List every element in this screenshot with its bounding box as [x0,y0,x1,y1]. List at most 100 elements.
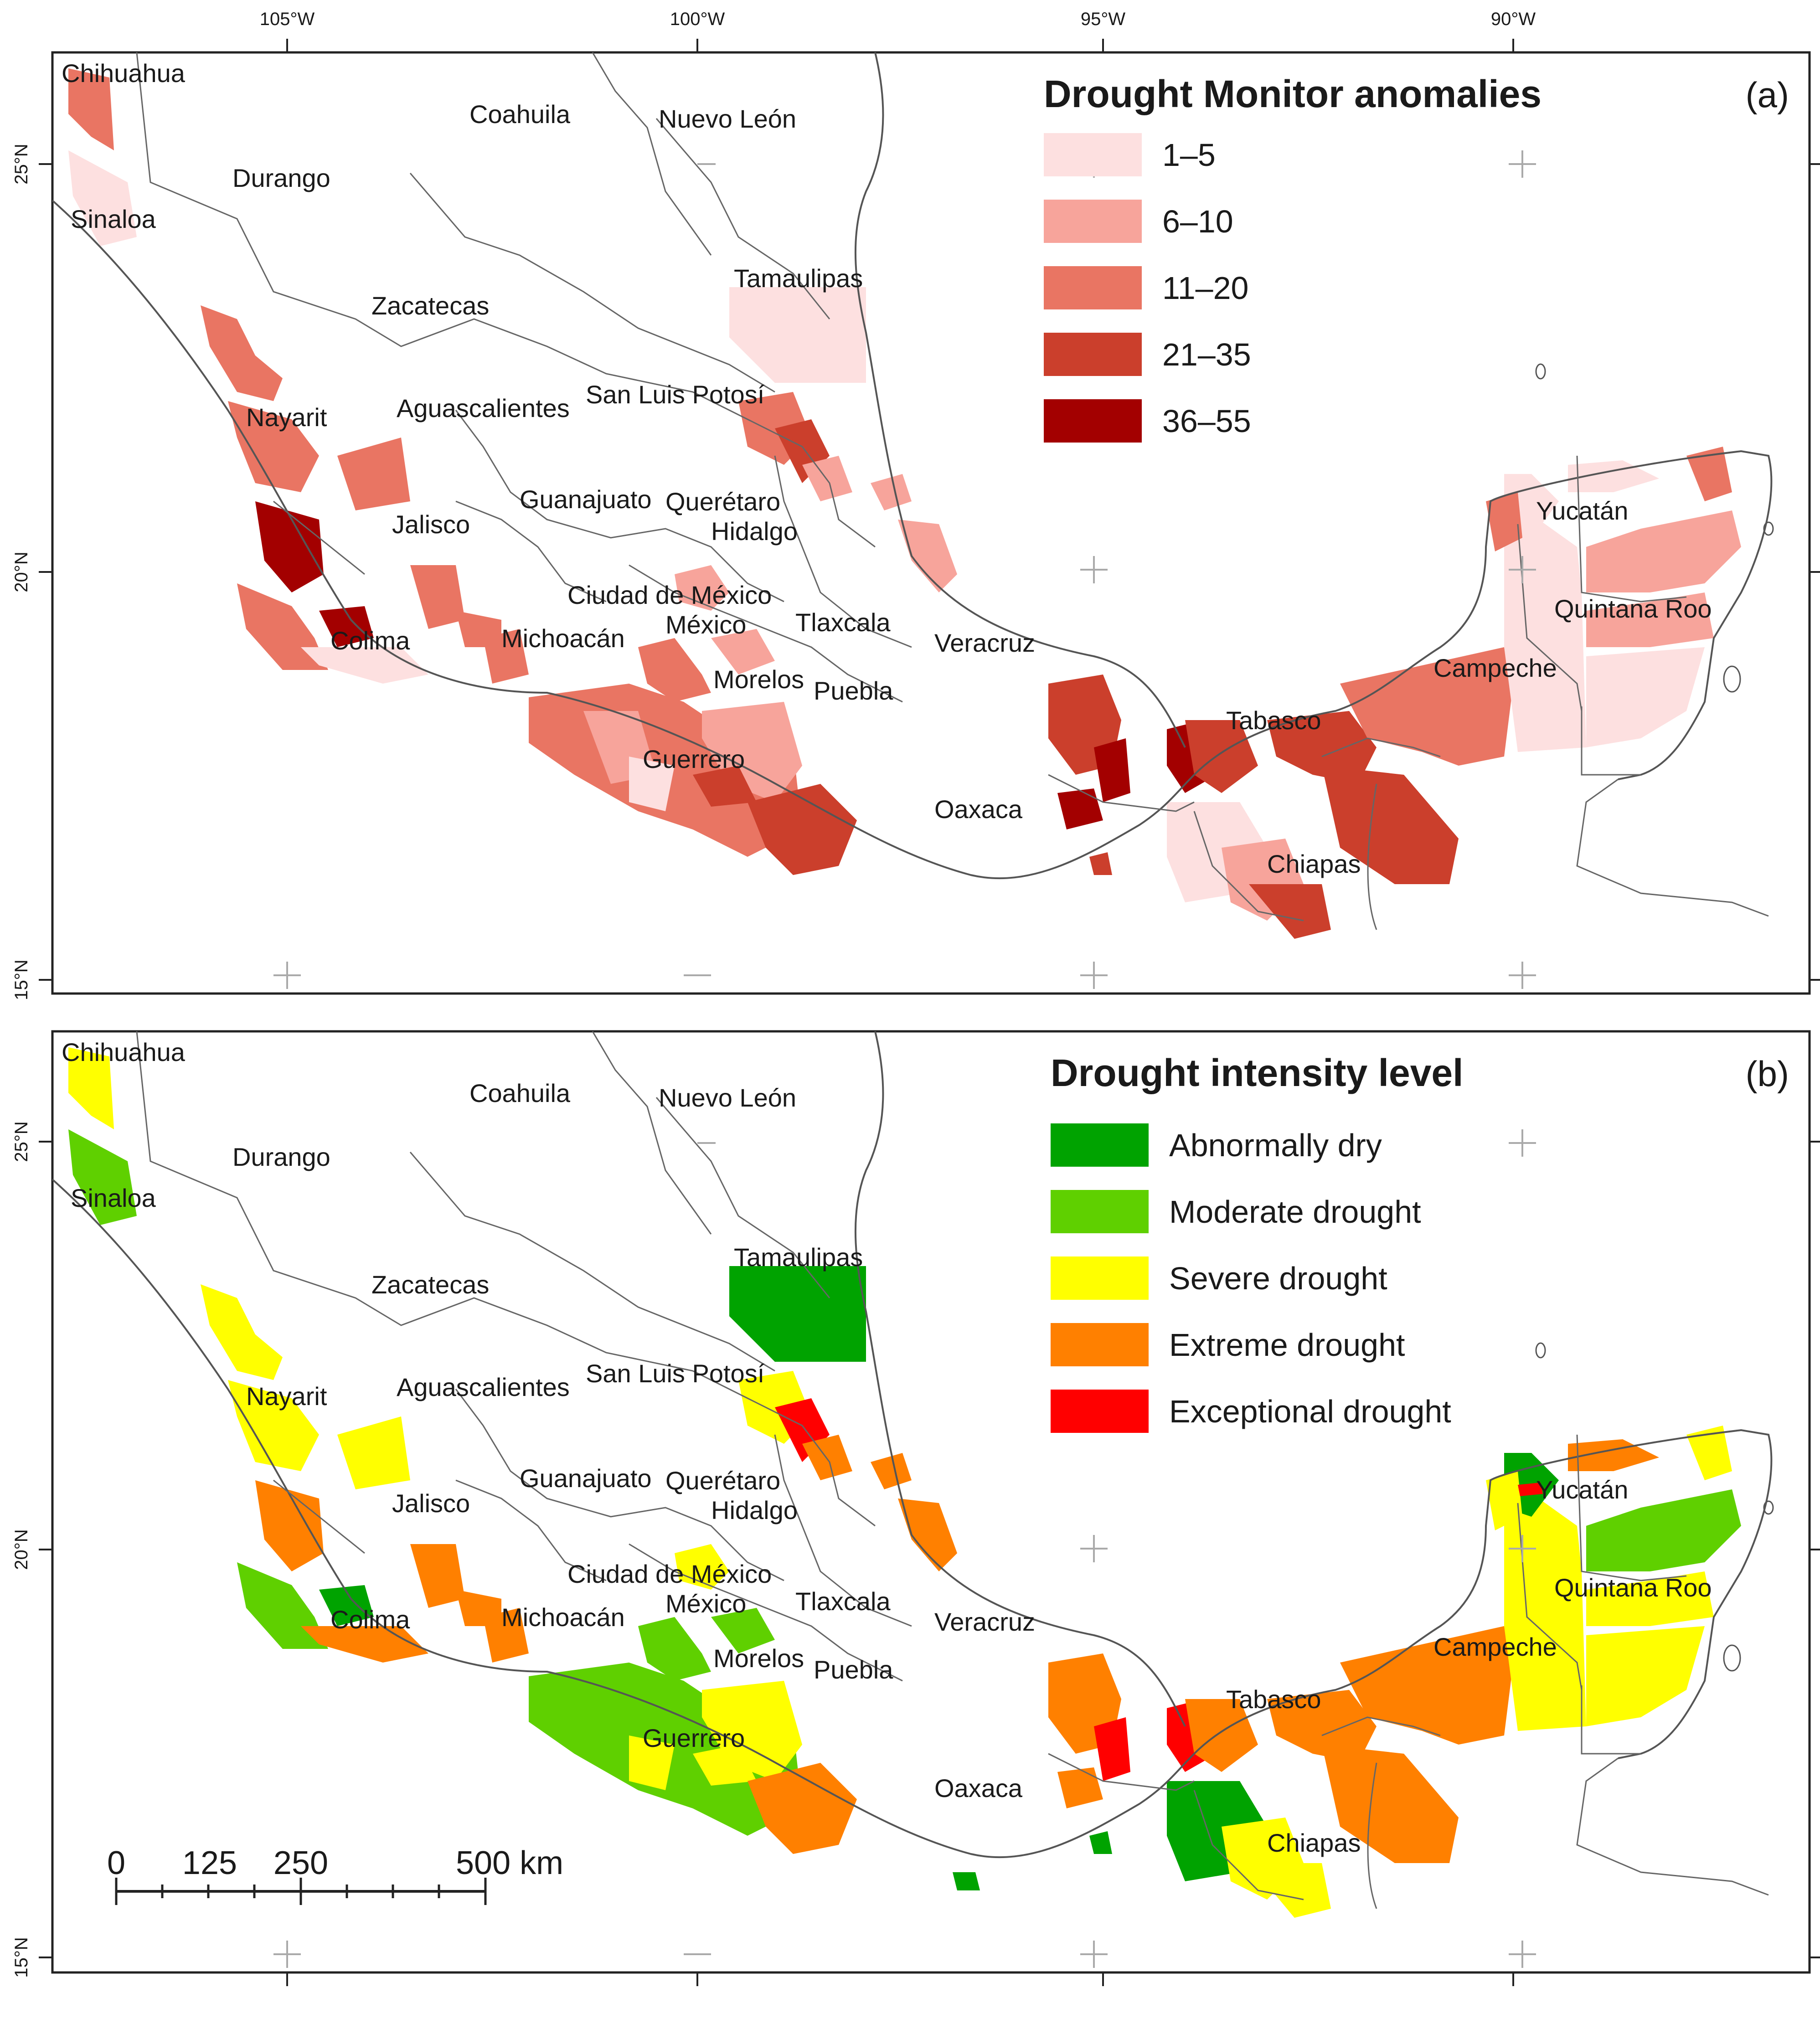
latitude-tick-label: 15°N [11,959,31,1000]
state-label: Jalisco [392,1489,470,1518]
state-label: México [665,610,746,639]
state-label: Guerrero [643,745,745,773]
state-label: Campeche [1433,1632,1557,1661]
legend-title: Drought Monitor anomalies [1044,72,1542,115]
legend-label: Exceptional drought [1169,1394,1451,1429]
state-label: Tabasco [1226,706,1321,735]
state-label: Colima [330,1605,410,1634]
state-label: Nayarit [246,1382,327,1411]
state-label: Ciudad de México [567,1560,772,1588]
state-label: Sinaloa [71,1184,156,1212]
state-label: Oaxaca [934,1774,1023,1802]
scale-bar: 0 125 250 500 km [107,1845,563,1905]
legend-title: Drought intensity level [1051,1051,1463,1094]
legend-label: 36–55 [1162,403,1251,439]
state-label: Tlaxcala [795,1587,891,1616]
legend-label: Extreme drought [1169,1327,1405,1363]
panel-a-regions [68,68,1741,939]
legend-swatch [1044,399,1142,443]
legend-label: Moderate drought [1169,1194,1421,1230]
state-label: Campeche [1433,654,1557,682]
panel-b [51,1030,1811,1974]
state-label: Tlaxcala [795,608,891,637]
longitude-tick-label: 95°W [1081,9,1125,29]
panel-label: (a) [1746,75,1789,115]
state-label: Guanajuato [520,1464,652,1493]
state-label: Nuevo León [659,104,796,133]
state-label: Chihuahua [62,59,186,88]
scale-label: 250 [273,1845,328,1881]
state-label: Puebla [814,676,893,705]
state-label: Michoacán [501,1603,625,1632]
state-label: Quintana Roo [1554,1573,1712,1602]
state-label: Zacatecas [371,1270,489,1299]
legend-swatch [1051,1256,1149,1300]
latitude-tick-label: 20°N [11,551,31,592]
state-label: Querétaro [665,487,780,516]
panel-b-map [52,1031,1774,1969]
panel-label: (b) [1746,1054,1789,1094]
state-label: Oaxaca [934,795,1023,824]
latitude-tick-label: 25°N [11,1121,31,1162]
legend-swatch [1044,266,1142,309]
scale-label: 125 [182,1845,237,1881]
state-label: Tamaulipas [734,264,863,293]
state-label: Sinaloa [71,205,156,233]
state-label: Hidalgo [711,1496,798,1524]
scale-label: 500 km [456,1845,563,1881]
legend-b: Abnormally dry Moderate drought Severe dro… [1051,1123,1451,1433]
state-label: Yucatán [1536,496,1628,525]
state-label: Quintana Roo [1554,594,1712,623]
state-labels-a: Chihuahua Coahuila Nuevo León Durango Sinalo… [62,59,1712,878]
state-label: Veracruz [934,628,1035,657]
state-label: Jalisco [392,510,470,539]
legend-label: 1–5 [1162,137,1216,173]
state-label: Aguascalientes [397,1373,570,1401]
latitude-tick-label: 25°N [11,144,31,184]
state-label: Durango [232,164,330,192]
state-label: Querétaro [665,1466,780,1495]
panel-a-map [52,52,1774,990]
legend-a: 1–5 6–10 11–20 21–35 36–55 [1044,133,1251,443]
state-label: Nayarit [246,403,327,432]
legend-swatch [1044,200,1142,243]
state-label: Veracruz [934,1607,1035,1636]
latitude-tick-label: 15°N [11,1937,31,1977]
state-label: Aguascalientes [397,394,570,422]
legend-label: 21–35 [1162,337,1251,372]
longitude-tick-label: 100°W [670,9,725,29]
legend-label: 6–10 [1162,204,1233,239]
state-label: Coahuila [469,100,571,129]
state-label: Colima [330,626,410,655]
state-label: Michoacán [501,624,625,653]
panel-b-regions [68,1047,1741,1918]
axis-ticks [39,39,1820,1986]
legend-swatch [1044,133,1142,176]
legend-swatch [1051,1123,1149,1167]
state-label: Tabasco [1226,1685,1321,1714]
state-label: San Luis Potosí [586,1359,765,1388]
state-label: San Luis Potosí [586,380,765,409]
longitude-tick-label: 105°W [260,9,315,29]
state-label: Chihuahua [62,1038,186,1066]
state-label: Yucatán [1536,1475,1628,1504]
state-label: Chiapas [1267,1828,1361,1857]
state-label: Zacatecas [371,291,489,320]
legend-swatch [1044,333,1142,376]
state-label: Guanajuato [520,485,652,514]
state-label: Guerrero [643,1724,745,1752]
state-label: Chiapas [1267,850,1361,878]
state-labels-b: Chihuahua Coahuila Nuevo León Durango Sinalo… [62,1038,1712,1857]
state-label: Hidalgo [711,517,798,546]
state-label: Morelos [713,1644,804,1673]
scale-label: 0 [107,1845,125,1881]
state-label: Tamaulipas [734,1243,863,1272]
state-label: Morelos [713,665,804,694]
state-label: Durango [232,1143,330,1171]
panel-a [51,51,1811,995]
legend-swatch [1051,1390,1149,1433]
legend-label: 11–20 [1162,270,1248,306]
legend-swatch [1051,1190,1149,1233]
state-label: México [665,1589,746,1618]
